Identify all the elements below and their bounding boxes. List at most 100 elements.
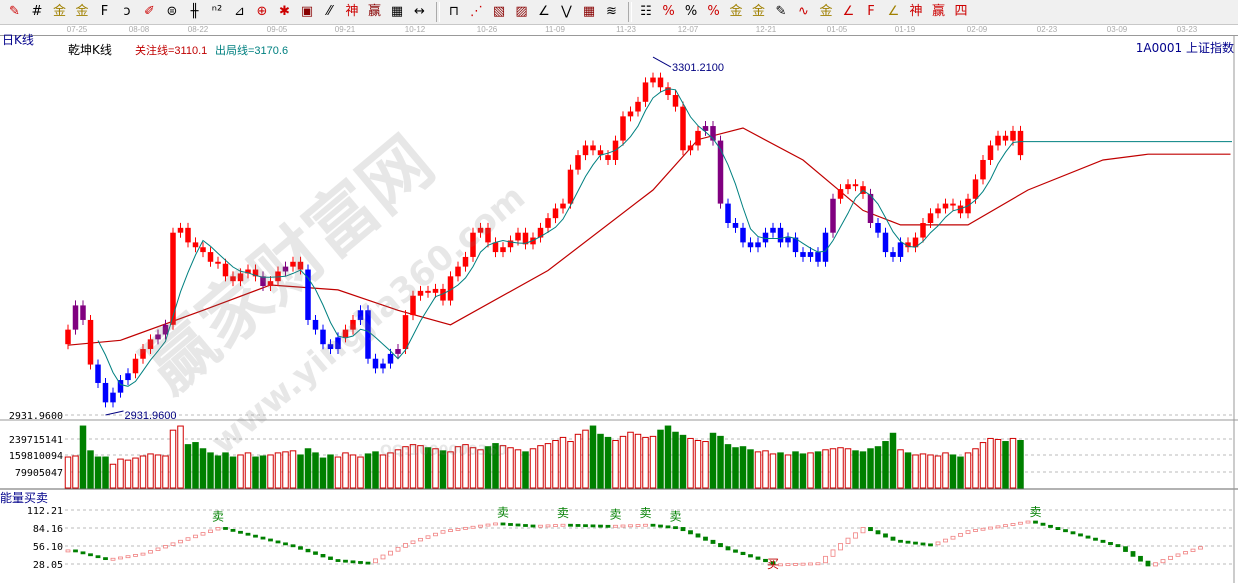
volume-bar [552,440,559,489]
indicator-bar [1175,553,1181,557]
gold-bar-icon[interactable]: 金 [751,4,765,19]
indicator-bar [73,549,78,553]
candle [642,82,649,102]
lines-icon[interactable]: ≋ [606,4,617,19]
percent-line-icon[interactable]: % [662,4,675,19]
candle [380,363,386,369]
parallel-icon[interactable]: ╫ [190,4,199,19]
gann-grid-icon[interactable]: ▨ [515,4,528,19]
candle [365,310,371,359]
candle [732,223,739,228]
volume-bar [259,455,267,489]
n2-icon[interactable]: ⁿ² [211,4,223,19]
high-price-label: 3301.2100 [672,62,724,74]
target-icon[interactable]: ⊕ [256,4,268,19]
grid-icon[interactable]: # [31,4,43,19]
indicator-bar [793,562,798,566]
indicator-bar [425,535,431,539]
volume-bar [717,435,724,489]
candle [635,101,641,112]
kun-icon[interactable]: 神 [345,4,359,19]
toolbar-separator [435,2,440,22]
volume-bar [154,454,162,489]
zigzag-icon[interactable]: ⋁ [561,4,572,19]
pen-icon[interactable]: ✎ [9,4,20,19]
volume-bar [274,452,282,489]
indicator-bar [155,547,161,551]
volume-bar [327,454,334,489]
percent-bar-icon[interactable]: % [707,4,720,19]
f-angle-icon[interactable]: F [867,4,875,19]
volume-bar [79,425,87,489]
pen-red-icon[interactable]: ✐ [144,4,155,19]
indicator-bar [1078,533,1083,537]
indicator-tick-label: 112.21 [27,506,63,517]
ying-angle-icon[interactable]: 赢 [931,4,945,19]
fibonacci-icon[interactable]: F [100,4,109,19]
spiral-icon[interactable]: ↄ [123,4,131,19]
volume-bar [762,450,769,489]
shen-angle-icon[interactable]: 神 [909,4,923,19]
compass-icon[interactable]: ✱ [279,4,290,19]
percent-icon[interactable]: % [684,4,698,19]
gold-line-icon[interactable]: 金 [52,4,66,19]
triangle-icon[interactable]: ⊿ [234,4,245,19]
indicator-bar [740,551,746,556]
candle [395,349,401,354]
period-label[interactable]: 日K线 [2,33,34,47]
four-angle-icon[interactable]: 四 [954,4,968,19]
indicator-bar [1085,535,1091,539]
indicator-bar [598,524,603,528]
candle [687,145,694,151]
gold-line2-icon[interactable]: 金 [75,4,89,19]
indicator-bar [1160,559,1166,564]
ying-icon[interactable]: 赢 [367,4,381,19]
gold-coin-icon[interactable]: 金 [729,4,743,19]
candle [357,310,364,320]
indicator-bar [943,538,948,543]
indicator-bar [230,528,236,532]
calendar-icon[interactable]: ▦ [390,4,404,19]
gold-icon[interactable]: 金 [819,4,833,19]
circle-grid-icon[interactable]: ⊜ [166,4,178,19]
box-icon[interactable]: ⊓ [448,4,460,19]
volume-bar [222,452,229,489]
ruler-icon[interactable]: ✎ [775,4,787,19]
date-tick: 01-19 [894,25,916,34]
slash-icon[interactable]: ⁄⁄ [327,4,332,19]
volume-bar [582,429,589,489]
candle [320,329,326,345]
volume-bar [709,432,717,489]
indicator-title: 能量买卖 [0,491,49,505]
candle [807,252,814,257]
low-marker [105,410,124,416]
date-tick: 02-23 [1036,25,1058,34]
volume-bar [619,435,627,489]
toolbar-separator [627,2,632,22]
list-icon[interactable]: ☷ [640,4,652,19]
wave-icon[interactable]: ∿ [798,4,809,19]
volume-bar [679,434,687,489]
angle-line-icon[interactable]: ∠ [842,4,855,19]
volume-bar [529,448,537,489]
table-icon[interactable]: ▦ [582,4,596,19]
volume-bar [229,456,237,489]
volume-bar [492,443,499,489]
indicator-bar [1115,544,1121,548]
indicator-bar [110,557,116,561]
angle-icon[interactable]: ∠ [538,4,550,19]
indicator-bar [1063,529,1068,533]
square-icon[interactable]: ▣ [300,4,314,19]
low-price-label: 2931.9600 [125,410,177,422]
width-icon[interactable]: ↔ [414,4,425,19]
candle [1010,130,1016,141]
volume-bar [724,444,732,489]
indicator-bar [830,549,836,557]
volume-bar [829,448,837,489]
volume-bar [567,441,574,489]
fan-icon[interactable]: ⋰ [470,4,483,19]
gann-box-icon[interactable]: ▧ [492,4,506,19]
gold-angle-icon[interactable]: ∠ [887,4,900,19]
candle [342,329,349,338]
